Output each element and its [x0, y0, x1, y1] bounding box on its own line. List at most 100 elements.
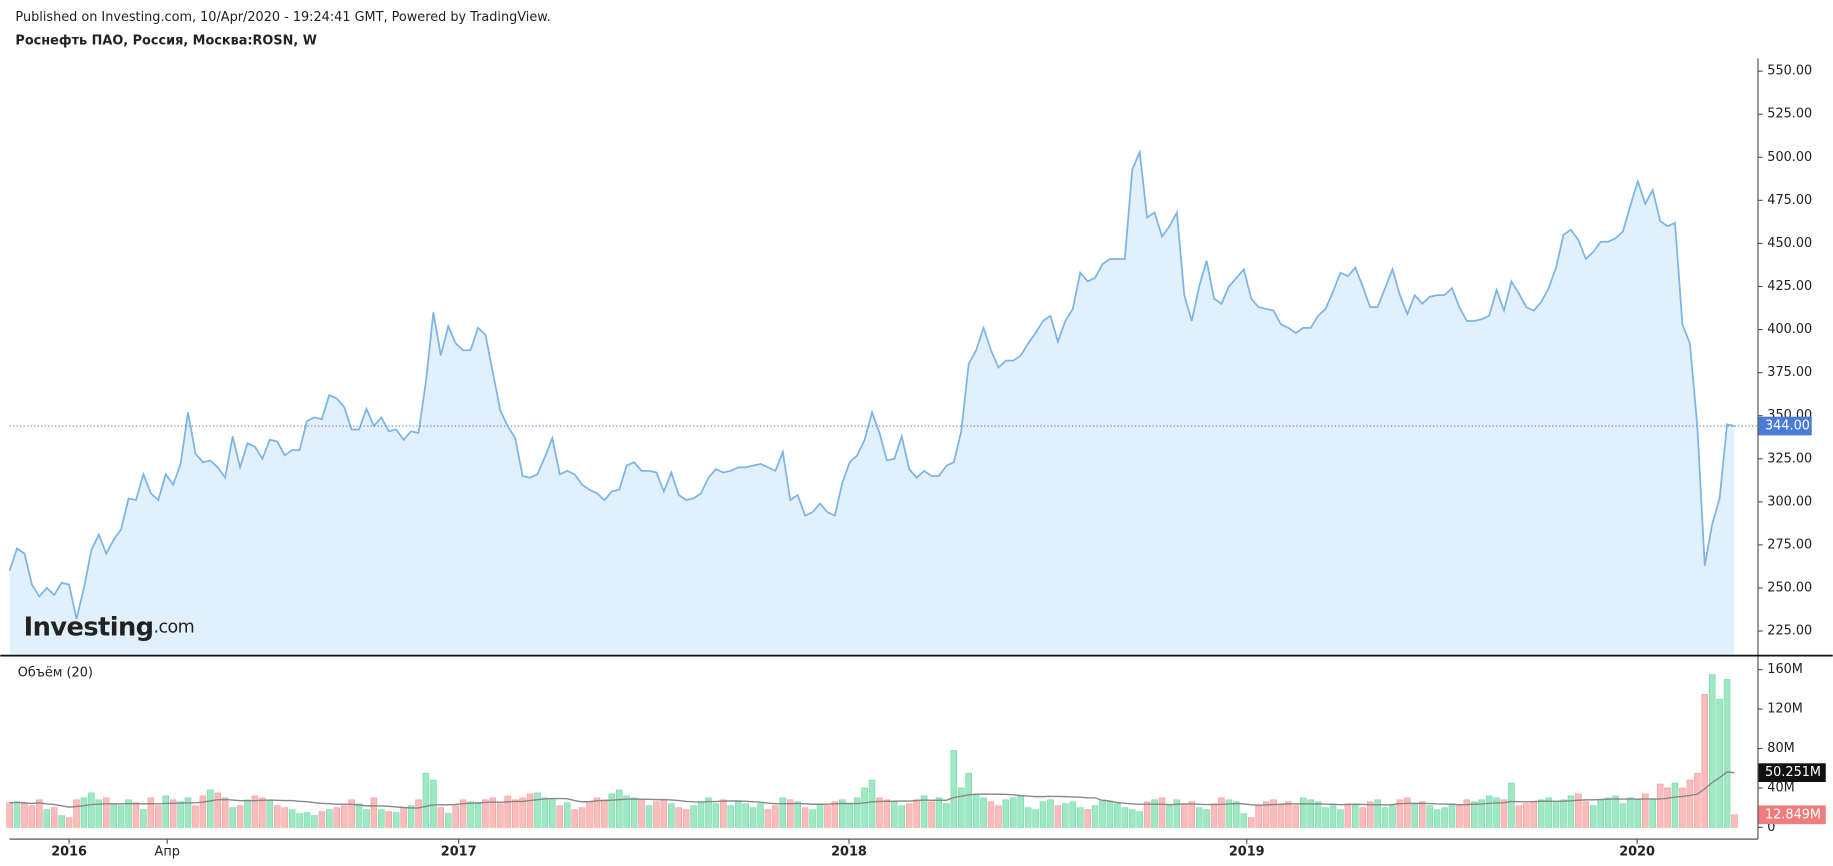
volume-bar	[831, 801, 839, 828]
volume-bar	[363, 809, 370, 828]
volume-bar	[1649, 799, 1656, 828]
volume-bar	[630, 797, 638, 828]
last-volume-label: 12.849M	[1765, 807, 1821, 822]
volume-bar	[1426, 805, 1433, 828]
volume-bar	[950, 750, 958, 828]
volume-bar	[757, 803, 764, 828]
volume-bar	[615, 789, 623, 828]
volume-bar	[474, 803, 482, 828]
volume-bar	[1307, 799, 1314, 828]
volume-bar	[125, 799, 132, 828]
volume-bar	[1478, 799, 1485, 828]
volume-bar	[311, 815, 318, 828]
volume-bar	[794, 801, 801, 828]
volume-bar	[816, 803, 824, 828]
volume-bar	[1627, 797, 1634, 828]
volume-bar	[980, 797, 987, 828]
volume-pane: 0 40M 80M 120M 160M 50.251M 12.849M	[6, 662, 1826, 835]
price-pane: 225.00250.00275.00300.00325.00350.00375.…	[8, 64, 1812, 655]
volume-bar	[905, 803, 913, 828]
volume-bar	[772, 805, 779, 828]
volume-bar	[549, 799, 556, 828]
volume-bar	[1076, 807, 1084, 828]
volume-bar	[1337, 809, 1344, 828]
volume-bar	[452, 805, 459, 828]
volume-bar	[1114, 803, 1121, 828]
volume-bar	[1612, 795, 1619, 828]
volume-bar	[1047, 799, 1054, 828]
volume-bar	[1344, 803, 1352, 828]
y-tick-label: 80M	[1767, 741, 1794, 756]
volume-bar	[1359, 807, 1367, 828]
volume-bar	[214, 792, 222, 828]
volume-bar	[132, 802, 140, 828]
volume-bar	[593, 797, 601, 828]
volume-title: Объём (20)	[18, 666, 93, 681]
volume-bar	[898, 805, 906, 828]
price-line	[8, 148, 1735, 620]
volume-bar	[1062, 803, 1069, 828]
volume-bar	[1010, 797, 1017, 828]
volume-bar	[1352, 805, 1359, 828]
volume-bar	[1128, 809, 1136, 828]
volume-bar	[1151, 799, 1158, 828]
volume-bar	[645, 805, 653, 828]
volume-bar	[1404, 797, 1411, 828]
volume-bar	[608, 793, 616, 828]
volume-bar	[385, 811, 393, 828]
volume-bar	[1233, 801, 1240, 828]
volume-bar	[734, 801, 742, 828]
y-tick-label: 375.00	[1767, 365, 1812, 380]
last-volume-box	[1757, 805, 1826, 825]
volume-bar	[1456, 805, 1463, 828]
volume-bar	[913, 799, 920, 828]
volume-bar	[1418, 801, 1426, 828]
volume-bar	[229, 807, 236, 828]
volume-bar	[162, 795, 169, 828]
volume-bar	[1262, 801, 1270, 828]
volume-bar	[1567, 795, 1575, 828]
volume-bar	[1441, 807, 1448, 828]
volume-bar	[1515, 805, 1523, 828]
volume-bar	[1099, 799, 1106, 828]
volume-bar	[147, 797, 155, 828]
volume-bar	[712, 803, 720, 828]
volume-bar	[1106, 801, 1114, 828]
volume-bar	[519, 797, 526, 828]
volume-bar	[839, 799, 846, 828]
x-tick-label: Апр	[155, 844, 180, 859]
y-tick-label: 550.00	[1767, 64, 1812, 79]
volume-bar	[1188, 801, 1196, 828]
volume-bar	[1381, 807, 1389, 828]
volume-bar	[50, 807, 58, 828]
y-tick-label: 500.00	[1767, 150, 1812, 165]
volume-bar	[318, 811, 326, 828]
volume-bar	[497, 803, 504, 828]
volume-bar	[1389, 805, 1396, 828]
volume-bar	[705, 797, 712, 828]
volume-bar	[266, 799, 274, 828]
volume-bar	[467, 801, 474, 828]
volume-bar	[526, 793, 534, 828]
volume-bar	[1314, 801, 1322, 828]
volume-bar	[1292, 805, 1300, 828]
volume-bar	[660, 799, 668, 828]
volume-bar	[169, 799, 177, 828]
volume-bar	[1686, 779, 1694, 828]
volume-bar	[58, 815, 65, 828]
x-tick-label: 2018	[831, 844, 867, 859]
volume-bar	[563, 802, 571, 828]
volume-bar	[1136, 811, 1143, 828]
volume-bar	[1270, 799, 1277, 828]
volume-bar	[1500, 799, 1508, 828]
volume-bar	[1589, 805, 1597, 828]
volume-bar	[1091, 805, 1099, 828]
volume-bar	[348, 799, 355, 828]
volume-bar	[809, 809, 816, 828]
volume-bar	[1121, 807, 1129, 828]
volume-bar	[110, 803, 117, 828]
volume-bar	[1575, 793, 1582, 828]
volume-bar	[1195, 807, 1203, 828]
